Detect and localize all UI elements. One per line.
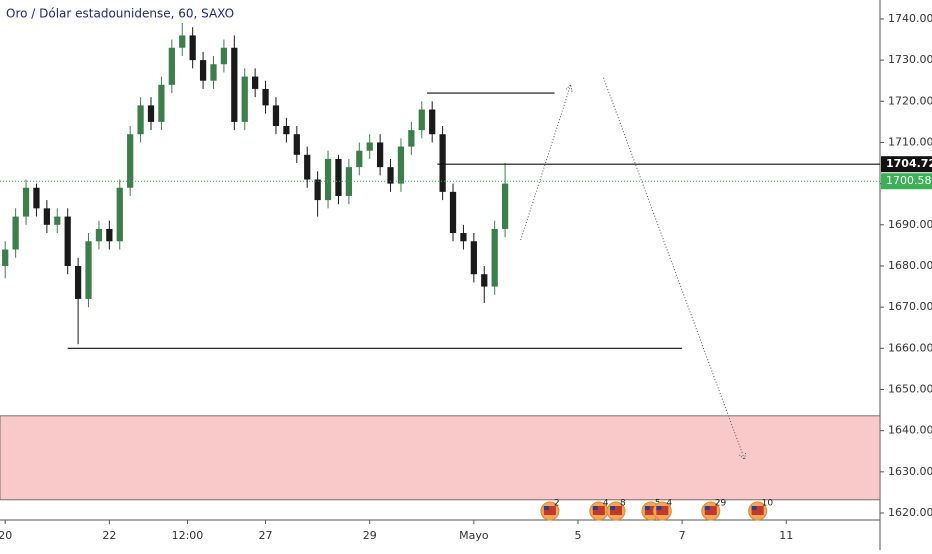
y-tick-label: 1660.00 [888,341,932,354]
candle-body [189,35,196,61]
y-tick-label: 1640.00 [888,424,932,437]
candle-body [272,105,280,126]
candle-body [387,167,394,184]
candle-body [12,216,19,250]
price-tag [881,173,932,190]
candle-body [220,47,228,65]
candle-body [54,216,61,225]
candle-body [304,154,311,180]
candle-body [127,134,134,188]
x-tick-label: 12:00 [172,529,204,542]
candle-body [460,233,467,242]
candle-body [314,179,321,201]
arrow-line [603,77,746,460]
y-tick-label: 1620.00 [888,506,932,519]
candle-body [418,109,425,131]
x-tick-label: 22 [102,529,116,542]
event-flag-canton [592,506,598,510]
level-tag-label: 1704.72 [886,157,932,170]
y-tick-label: 1680.00 [888,259,932,272]
candle-body [335,158,342,196]
candle-body [324,158,332,201]
candle-body [116,187,123,242]
candle-body [95,228,103,242]
candle-body [356,150,363,168]
x-tick-label: 11 [779,529,793,542]
event-flag-canton [751,506,757,510]
chart-title: Oro / Dólar estadounidense, 60, SAXO [6,7,234,21]
x-tick-label: 5 [574,529,581,542]
price-tag-label: 1700.58 [886,174,932,187]
x-tick-label: 27 [259,529,273,542]
candle-body [408,130,415,147]
event-label: 4 [666,499,672,509]
candle-body [179,35,186,48]
x-tick-label: 20 [0,529,12,542]
event-flag [592,506,605,515]
candle-body [74,265,82,299]
event-label: 2 [554,499,560,509]
event-flag-canton [610,506,615,510]
candle-body [43,208,50,225]
candle-body [366,142,373,151]
candle-body [439,134,446,192]
y-tick-label: 1670.00 [888,300,932,313]
candle-body [168,47,175,85]
x-tick-label: 29 [363,529,377,542]
candle-body [158,84,165,122]
event-flag [543,506,556,515]
event-flag-canton [543,506,549,510]
event-flag-canton [704,506,710,510]
candle-body [470,241,477,275]
event-flag [610,506,622,515]
event-label: 29 [715,499,727,509]
event-label: 8 [620,499,626,509]
event-flag [644,506,657,515]
candle-body [199,60,207,81]
y-tick-label: 1720.00 [888,94,932,107]
x-tick-label: 7 [679,529,686,542]
y-tick-label: 1650.00 [888,382,932,395]
candle-body [252,76,259,89]
event-flag-canton [656,506,662,510]
candle-body [262,88,269,106]
candle-body [210,64,217,81]
y-tick-label: 1730.00 [888,53,932,66]
candle-body [376,142,384,168]
x-tick-label: Mayo [459,529,489,542]
candle-body [397,146,405,184]
event-flag [751,506,764,515]
event-flag [656,506,669,515]
candle-body [147,105,155,122]
candle-body [22,187,30,217]
candle-body [449,191,457,234]
arrow-line [520,84,572,241]
candle-body [501,183,509,229]
candle-body [85,241,92,299]
event-flag-canton [644,506,650,510]
level-tag [881,156,932,173]
candle-body [33,187,40,209]
y-tick-label: 1740.00 [888,12,932,25]
candle-body [491,228,498,287]
candle-body [231,47,238,122]
candle-body [293,134,300,155]
candle-body [481,274,488,287]
event-label: 10 [762,499,774,509]
zone [0,415,881,501]
y-tick-label: 1630.00 [888,465,932,478]
y-tick-label: 1690.00 [888,218,932,231]
y-tick-label: 1710.00 [888,135,932,148]
candle-body [429,109,436,135]
event-flag [704,506,717,515]
candle-body [283,125,290,135]
candle-body [106,228,113,242]
candle-body [137,105,144,135]
candle-body [64,216,71,266]
event-label: 4 [603,499,609,509]
candle-body [2,249,9,266]
candle-body [241,76,248,122]
